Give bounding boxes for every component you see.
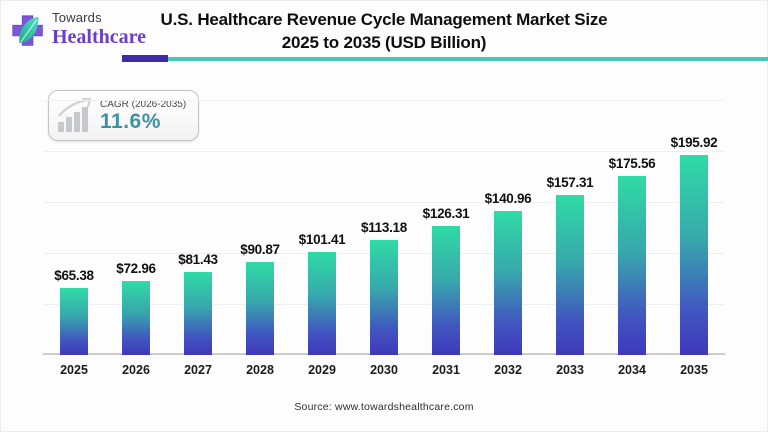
bar-group-2027: $81.43 — [178, 252, 218, 355]
x-axis-label-2029: 2029 — [308, 363, 336, 377]
chart-title-line2: 2025 to 2035 (USD Billion) — [281, 33, 487, 52]
bar-value-label: $157.31 — [546, 175, 594, 190]
gridline — [43, 100, 725, 101]
bar — [246, 262, 274, 355]
bar-group-2028: $90.87 — [240, 242, 280, 355]
x-axis-label-2025: 2025 — [60, 363, 88, 377]
bar-group-2026: $72.96 — [116, 261, 156, 355]
x-axis-label-2026: 2026 — [122, 363, 150, 377]
bar-chart-plot-area: $65.38 $72.96 $81.43 $90.87 $101.41 $113.18 $1… — [43, 100, 725, 355]
bar — [184, 272, 212, 355]
x-axis-label-2033: 2033 — [556, 363, 584, 377]
bar-group-2032: $140.96 — [485, 191, 532, 355]
bar-value-label: $175.56 — [608, 156, 656, 171]
chart-title-line1: U.S. Healthcare Revenue Cycle Management… — [160, 10, 608, 29]
x-axis-label-2035: 2035 — [680, 363, 708, 377]
healthcare-cross-leaf-icon — [12, 15, 43, 46]
brand-name-bottom: Healthcare — [52, 26, 147, 48]
bar — [618, 176, 646, 355]
bar — [432, 226, 460, 355]
bar-group-2025: $65.38 — [54, 268, 94, 355]
bar-value-label: $126.31 — [422, 206, 470, 221]
bar-group-2034: $175.56 — [609, 156, 656, 355]
bar-value-label: $90.87 — [240, 242, 280, 257]
cagr-value: 11.6% — [100, 109, 161, 133]
bar-group-2029: $101.41 — [299, 232, 346, 355]
bar — [556, 195, 584, 355]
bar — [308, 252, 336, 355]
brand-name: Towards Healthcare — [52, 10, 146, 49]
bar-value-label: $72.96 — [116, 261, 156, 276]
bar-group-2030: $113.18 — [361, 220, 407, 355]
x-axis-label-2031: 2031 — [432, 363, 460, 377]
x-axis-label-2034: 2034 — [618, 363, 646, 377]
x-axis-label-2032: 2032 — [494, 363, 522, 377]
bar-group-2033: $157.31 — [547, 175, 594, 355]
x-axis-label-2030: 2030 — [370, 363, 398, 377]
growth-chart-icon — [58, 97, 92, 132]
header-rule-purple — [122, 55, 168, 62]
chart-title: U.S. Healthcare Revenue Cycle Management… — [0, 8, 768, 54]
bar-value-label: $101.41 — [298, 232, 346, 247]
bar-value-label: $113.18 — [361, 220, 407, 235]
bar-value-label: $195.92 — [670, 135, 718, 150]
bar-group-2031: $126.31 — [423, 206, 470, 355]
gridline — [43, 202, 725, 203]
brand-name-top: Towards — [52, 10, 102, 25]
x-axis-labels: 2025 2026 2027 2028 2029 2030 2031 2032 2033 2034… — [43, 363, 725, 377]
cagr-texts: CAGR (2026-2035) 11.6% — [100, 99, 186, 133]
cagr-badge: CAGR (2026-2035) 11.6% — [48, 90, 199, 141]
bar-value-label: $140.96 — [484, 191, 532, 206]
bar-value-label: $81.43 — [178, 252, 218, 267]
bar-value-label: $65.38 — [54, 268, 94, 283]
bar — [370, 240, 398, 355]
bar-group-2035: $195.92 — [671, 135, 718, 355]
brand-logo: Towards Healthcare — [10, 10, 146, 51]
x-axis-label-2028: 2028 — [246, 363, 274, 377]
bar — [680, 155, 708, 355]
x-axis-label-2027: 2027 — [184, 363, 212, 377]
header-rule-teal — [168, 57, 768, 61]
bars: $65.38 $72.96 $81.43 $90.87 $101.41 $113.18 $1… — [43, 100, 725, 355]
source-note: Source: www.towardshealthcare.com — [294, 401, 474, 413]
bar — [60, 288, 88, 355]
cagr-label: CAGR (2026-2035) — [100, 98, 187, 110]
bar — [122, 281, 150, 355]
gridline — [43, 151, 725, 152]
bar — [494, 211, 522, 355]
